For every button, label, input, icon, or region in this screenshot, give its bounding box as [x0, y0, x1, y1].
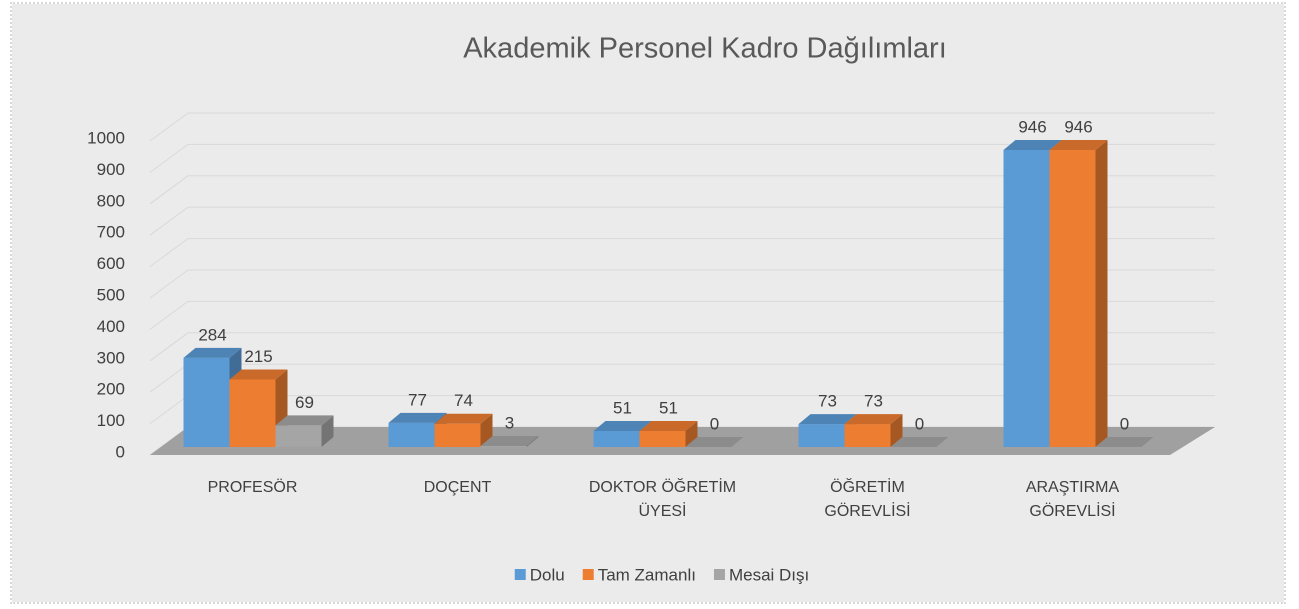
- data-label: 77: [408, 390, 427, 409]
- data-label: 3: [505, 414, 514, 433]
- bar-top: [685, 437, 744, 447]
- grid-line: [149, 269, 1215, 299]
- grid-line: [149, 300, 1215, 330]
- y-tick-label: 400: [97, 317, 125, 336]
- bar-side: [1095, 139, 1108, 447]
- bar: [890, 437, 949, 447]
- bar-top: [1095, 437, 1154, 447]
- y-tick-label: 1000: [87, 128, 125, 147]
- grid-line: [149, 175, 1215, 205]
- y-tick-label: 0: [116, 442, 125, 461]
- bar-top: [183, 347, 242, 358]
- data-label: 0: [710, 414, 719, 433]
- bar-front: [593, 430, 640, 447]
- grid-line: [149, 332, 1215, 362]
- bar-front: [639, 430, 686, 447]
- bar-front: [1003, 149, 1050, 447]
- bar-top: [480, 436, 539, 447]
- x-tick-label: PROFESÖR: [207, 479, 298, 496]
- data-label: 284: [198, 325, 226, 344]
- bar-front: [480, 446, 527, 447]
- bar-top: [639, 420, 698, 431]
- data-label: 74: [454, 391, 473, 410]
- data-label: 69: [295, 393, 314, 412]
- data-label: 0: [915, 414, 924, 433]
- data-label: 73: [864, 392, 883, 411]
- bar-side: [526, 436, 539, 447]
- legend-label: Dolu: [530, 565, 565, 584]
- data-label: 946: [1018, 117, 1046, 136]
- chart-title: Akademik Personel Kadro Dağılımları: [463, 33, 947, 65]
- bar-front: [844, 424, 891, 447]
- bar-front: [798, 424, 845, 447]
- bar-front: [275, 425, 322, 447]
- y-tick-label: 300: [97, 348, 125, 367]
- data-label: 0: [1120, 414, 1129, 433]
- y-tick-label: 200: [97, 380, 125, 399]
- bar-top: [890, 437, 949, 447]
- bar: [639, 420, 698, 447]
- bar: [1095, 437, 1154, 447]
- legend-swatch: [514, 569, 526, 580]
- bar-top: [1049, 139, 1108, 150]
- bar-front: [229, 379, 276, 447]
- legend-label: Mesai Dışı: [729, 565, 809, 584]
- grid-line: [149, 143, 1215, 173]
- bar-front: [183, 357, 230, 447]
- y-tick-label: 700: [97, 223, 125, 242]
- legend-swatch: [713, 569, 725, 580]
- legend-label: Tam Zamanlı: [598, 565, 696, 584]
- bar-front: [388, 422, 435, 447]
- y-tick-label: 100: [97, 411, 125, 430]
- bar: [434, 413, 493, 447]
- bar-top: [388, 412, 447, 423]
- bar-top: [229, 369, 288, 380]
- bar-top: [1003, 139, 1062, 150]
- bar-front: [434, 423, 481, 447]
- y-tick-label: 900: [97, 160, 125, 179]
- bar-side: [321, 415, 334, 447]
- y-tick-label: 600: [97, 254, 125, 273]
- data-label: 946: [1064, 117, 1092, 136]
- bar: [275, 415, 334, 447]
- bar-side: [890, 414, 903, 447]
- x-tick-label: ARAŞTIRMA GÖREVLİSİ: [1025, 479, 1120, 520]
- bar: [844, 414, 903, 447]
- x-tick-label: DOKTOR ÖĞRETİM ÜYESİ: [588, 479, 737, 520]
- bar-top: [275, 415, 334, 426]
- data-label: 215: [244, 347, 272, 366]
- x-tick-label: ÖĞRETİM GÖREVLİSİ: [824, 479, 911, 520]
- y-tick-label: 500: [97, 285, 125, 304]
- bar: [1049, 139, 1108, 447]
- bar-side: [685, 420, 698, 447]
- data-label: 51: [659, 398, 678, 417]
- x-tick-label: DOÇENT: [423, 479, 492, 496]
- grid-line: [149, 238, 1215, 268]
- data-label: 51: [613, 398, 632, 417]
- grid-line: [149, 206, 1215, 236]
- bar: [480, 436, 539, 447]
- y-tick-label: 800: [97, 191, 125, 210]
- bar-top: [434, 413, 493, 424]
- grid-line: [149, 112, 1215, 142]
- bar-top: [844, 414, 903, 425]
- bar-top: [593, 420, 652, 431]
- bar-front: [1049, 149, 1096, 447]
- legend-swatch: [582, 569, 594, 580]
- bar: [685, 437, 744, 447]
- bar-top: [798, 414, 857, 425]
- data-label: 73: [818, 392, 837, 411]
